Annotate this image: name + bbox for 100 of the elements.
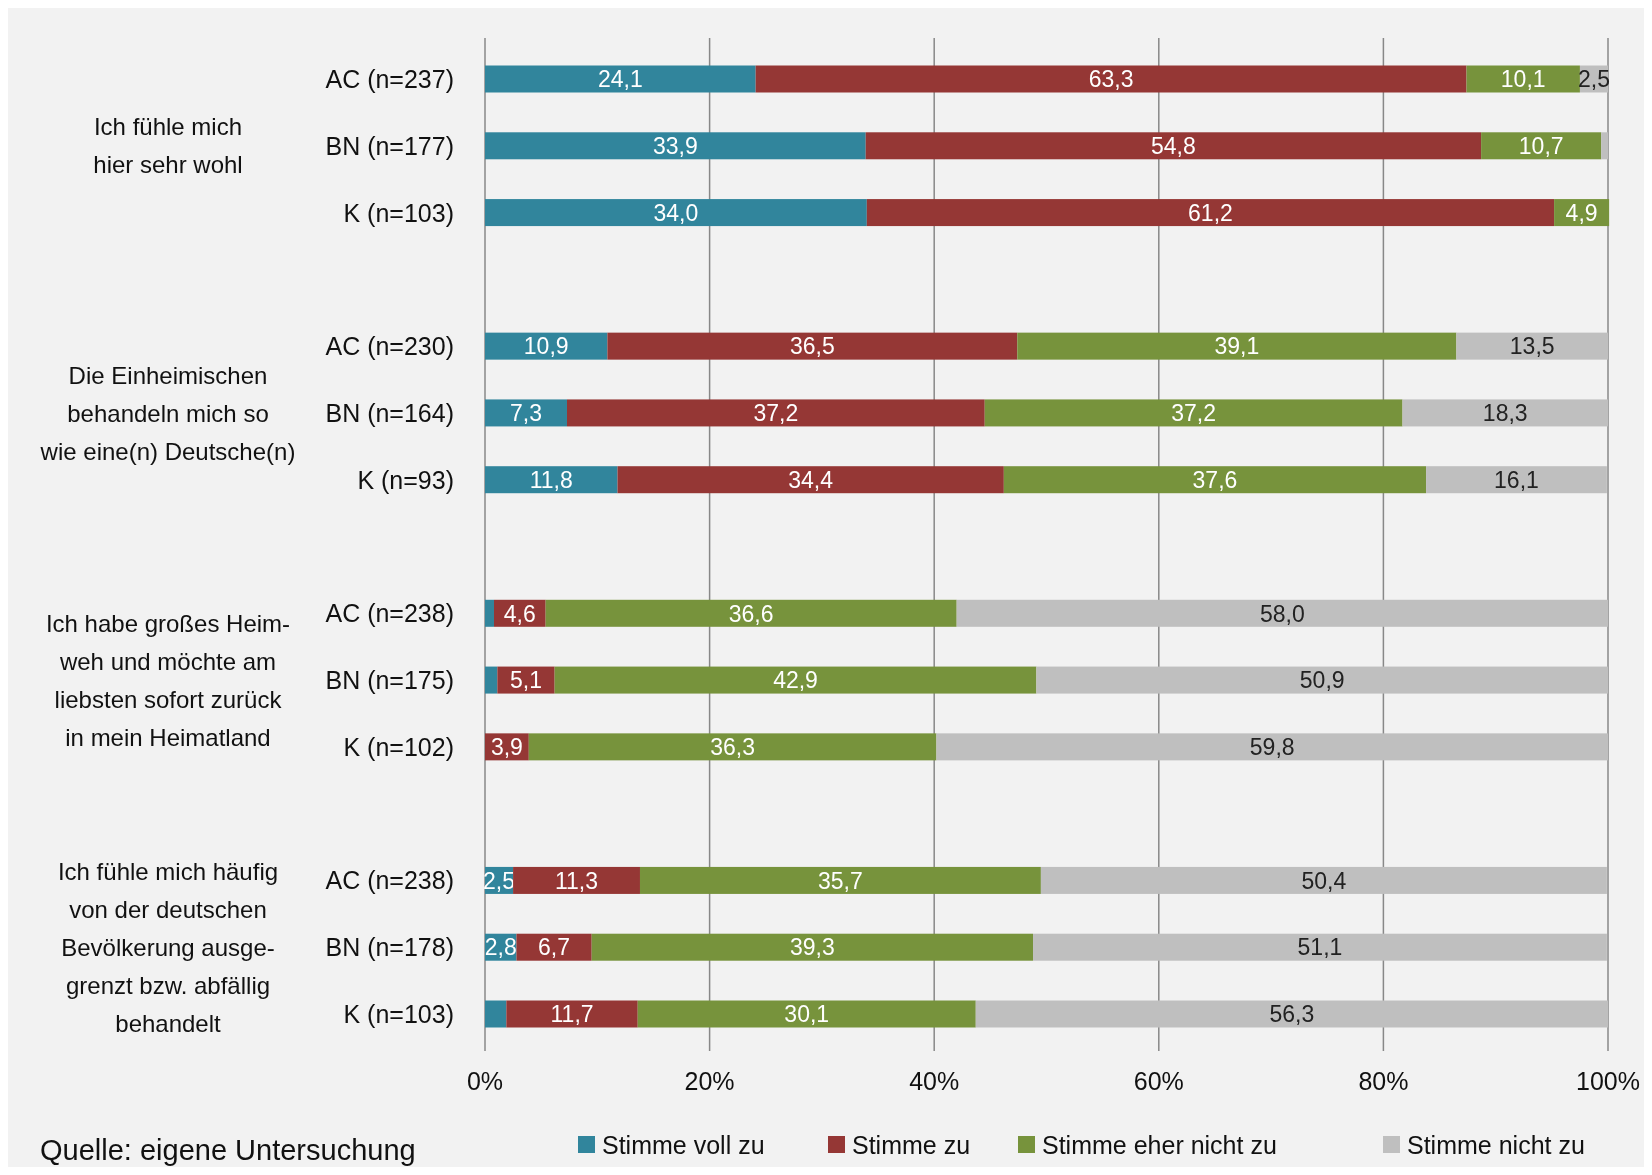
data-label: 6,7 — [538, 934, 571, 961]
bar — [485, 332, 608, 360]
data-label: 11,3 — [554, 867, 599, 894]
data-label: 50,9 — [1299, 667, 1345, 694]
data-label: 34,4 — [788, 466, 834, 493]
bar — [485, 666, 498, 694]
data-label: 10,1 — [1500, 66, 1546, 93]
bar — [1466, 65, 1580, 93]
data-label: 56,3 — [1269, 1001, 1315, 1028]
legend-label: Stimme eher nicht zu — [1042, 1131, 1277, 1159]
text: Ich habe großes Heim- weh und möchte am liebsten sofort zurück in mein Heimatland — [45, 609, 291, 751]
data-label: 51,1 — [1297, 934, 1343, 961]
data-label: 10,7 — [1518, 133, 1564, 160]
bar — [566, 399, 985, 427]
data-label: 24,1 — [597, 66, 643, 93]
bar — [1601, 132, 1608, 160]
y-tick-label: AC (n=230) — [325, 332, 454, 361]
bar — [554, 666, 1037, 694]
bar — [956, 599, 1608, 627]
legend-label: Stimme voll zu — [602, 1131, 765, 1159]
bar — [607, 332, 1018, 360]
y-tick-label: BN (n=175) — [325, 666, 454, 695]
data-label: 59,8 — [1249, 734, 1295, 761]
data-label: 37,6 — [1192, 466, 1238, 493]
bar — [485, 599, 494, 627]
data-label: 10,9 — [523, 333, 569, 360]
bar — [637, 1000, 976, 1028]
text: Ich fühle mich häufig von der deutschen Bevölkerung ausge- grenzt bzw. abfällig behandelt — [57, 857, 279, 1037]
bar — [485, 399, 567, 427]
data-label: 7,3 — [510, 400, 542, 427]
bar — [755, 65, 1467, 93]
data-label: 13,5 — [1509, 333, 1555, 360]
y-tick-label: BN (n=164) — [325, 398, 454, 427]
bar — [984, 399, 1403, 427]
y-tick-label: BN (n=178) — [325, 933, 454, 962]
data-label: 37,2 — [753, 400, 799, 427]
legend-label: Stimme zu — [852, 1131, 971, 1159]
y-tick-label: AC (n=238) — [325, 599, 454, 628]
bar — [485, 65, 756, 93]
source-note: Quelle: eigene Untersuchung — [40, 1134, 416, 1166]
data-label: 11,7 — [550, 1001, 594, 1028]
y-tick-label: AC (n=238) — [325, 866, 454, 895]
data-label: 11,8 — [529, 466, 573, 493]
x-tick-label: 0% — [466, 1067, 504, 1095]
y-tick-label: BN (n=177) — [325, 131, 454, 160]
x-tick-label: 80% — [1358, 1067, 1409, 1095]
bar — [617, 466, 1004, 494]
x-tick-label: 100% — [1576, 1067, 1640, 1095]
bar — [591, 933, 1034, 961]
bar — [1017, 332, 1457, 360]
bar — [1036, 666, 1608, 694]
data-label: 33,9 — [652, 133, 698, 160]
data-label: 34,0 — [653, 199, 699, 226]
bar — [1040, 866, 1607, 894]
text: Ich fühle mich hier sehr wohl — [93, 113, 243, 179]
bar — [1033, 933, 1607, 961]
data-label: 39,1 — [1214, 333, 1260, 360]
bar — [1481, 132, 1602, 160]
bar — [936, 733, 1608, 761]
bar — [1003, 466, 1427, 494]
y-tick-label: K (n=102) — [343, 732, 454, 761]
bar — [506, 1000, 638, 1028]
y-tick-label: K (n=93) — [357, 465, 454, 494]
data-label: 50,4 — [1301, 867, 1347, 894]
data-label: 54,8 — [1151, 133, 1196, 160]
bar — [1456, 332, 1609, 360]
bar — [485, 466, 618, 494]
legend-label: Stimme nicht zu — [1407, 1131, 1585, 1159]
bar — [485, 199, 867, 227]
data-label: 4,9 — [1565, 199, 1598, 226]
data-label: 61,2 — [1188, 199, 1233, 226]
y-tick-label: AC (n=237) — [325, 65, 454, 93]
data-label: 16,1 — [1494, 466, 1539, 493]
bar — [639, 866, 1041, 894]
data-label: 4,6 — [503, 600, 536, 627]
data-label: 36,5 — [789, 333, 835, 360]
data-label: 3,9 — [490, 734, 523, 761]
bar — [975, 1000, 1608, 1028]
bar — [1426, 466, 1607, 494]
y-tick-label: K (n=103) — [343, 198, 454, 227]
x-tick-label: 60% — [1133, 1067, 1184, 1095]
data-label: 36,6 — [728, 600, 774, 627]
bar — [485, 132, 866, 160]
bar — [485, 1000, 507, 1028]
data-label: 35,7 — [818, 867, 863, 894]
bar — [866, 199, 1555, 227]
bar — [545, 599, 957, 627]
data-label: 5,1 — [510, 667, 542, 694]
data-label: 2,8 — [484, 934, 517, 961]
x-tick-label: 40% — [909, 1067, 960, 1095]
bar — [528, 733, 937, 761]
bar — [865, 132, 1482, 160]
data-label: 37,2 — [1171, 400, 1216, 427]
data-label: 63,3 — [1088, 66, 1134, 93]
data-label: 39,3 — [789, 934, 835, 961]
data-label: 42,9 — [773, 667, 818, 694]
data-label: 30,1 — [784, 1001, 830, 1028]
data-label: 36,3 — [710, 734, 755, 761]
bar — [1402, 399, 1608, 427]
data-label: 18,3 — [1482, 400, 1528, 427]
